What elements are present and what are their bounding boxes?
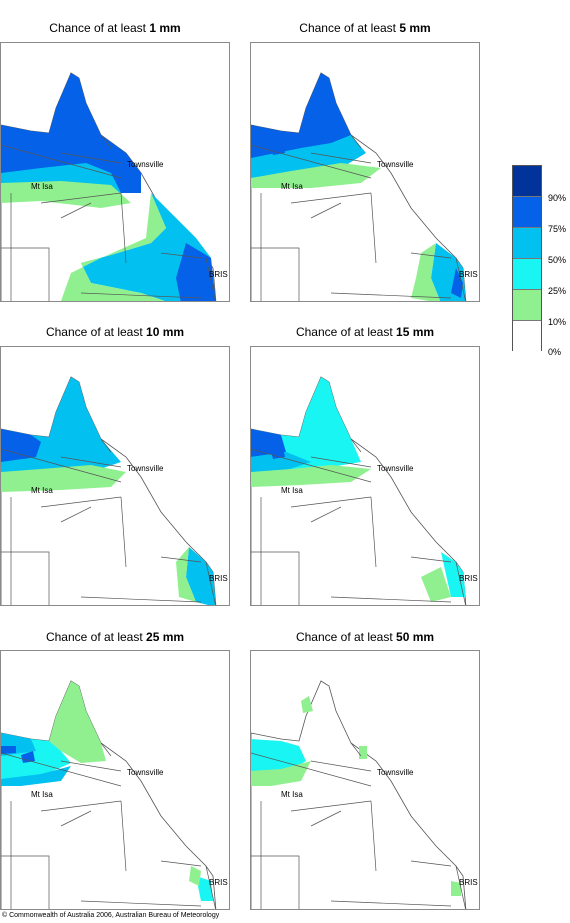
label-bris: BRIS bbox=[209, 878, 228, 887]
legend-swatch-90 bbox=[513, 166, 541, 197]
label-mt-isa: Mt Isa bbox=[31, 182, 53, 191]
map-5mm: Townsville Mt Isa BRIS bbox=[250, 42, 480, 302]
label-townsville: Townsville bbox=[377, 160, 414, 169]
legend-swatch-0 bbox=[513, 321, 541, 352]
label-townsville: Townsville bbox=[127, 768, 164, 777]
label-mt-isa: Mt Isa bbox=[281, 486, 303, 495]
legend-label-10: 10% bbox=[548, 317, 567, 327]
legend-swatch-25 bbox=[513, 259, 541, 290]
copyright-footer: © Commonwealth of Australia 2006, Austra… bbox=[2, 912, 220, 919]
map-15mm: Townsville Mt Isa BRIS bbox=[250, 346, 480, 606]
label-bris: BRIS bbox=[459, 270, 478, 279]
label-townsville: Townsville bbox=[377, 464, 414, 473]
label-bris: BRIS bbox=[459, 878, 478, 887]
label-townsville: Townsville bbox=[127, 160, 164, 169]
legend-label-50: 50% bbox=[548, 255, 567, 265]
map-1mm: Townsville Mt Isa BRIS bbox=[0, 42, 230, 302]
legend-label-25: 25% bbox=[548, 286, 567, 296]
legend-colorbar bbox=[512, 165, 542, 352]
label-bris: BRIS bbox=[459, 574, 478, 583]
label-townsville: Townsville bbox=[127, 464, 164, 473]
label-mt-isa: Mt Isa bbox=[31, 790, 53, 799]
label-bris: BRIS bbox=[209, 574, 228, 583]
legend-label-75: 75% bbox=[548, 224, 567, 234]
map-50mm: Townsville Mt Isa BRIS bbox=[250, 650, 480, 910]
map-25mm: Townsville Mt Isa BRIS bbox=[0, 650, 230, 910]
legend-swatch-50 bbox=[513, 228, 541, 259]
label-bris: BRIS bbox=[209, 270, 228, 279]
panel-title-5mm: Chance of at least 5 mm bbox=[299, 21, 431, 35]
panel-title-15mm: Chance of at least 15 mm bbox=[295, 325, 435, 339]
panel-title-25mm: Chance of at least 25 mm bbox=[45, 630, 185, 644]
legend-swatch-75 bbox=[513, 197, 541, 228]
label-mt-isa: Mt Isa bbox=[31, 486, 53, 495]
legend-swatch-10 bbox=[513, 290, 541, 321]
panel-title-50mm: Chance of at least 50 mm bbox=[295, 630, 435, 644]
label-townsville: Townsville bbox=[377, 768, 414, 777]
panel-title-1mm: Chance of at least 1 mm bbox=[49, 21, 181, 35]
label-mt-isa: Mt Isa bbox=[281, 182, 303, 191]
panel-title-10mm: Chance of at least 10 mm bbox=[45, 325, 185, 339]
legend-label-0: 0% bbox=[548, 347, 562, 357]
label-mt-isa: Mt Isa bbox=[281, 790, 303, 799]
legend-label-90: 90% bbox=[548, 193, 567, 203]
map-10mm: Townsville Mt Isa BRIS bbox=[0, 346, 230, 606]
